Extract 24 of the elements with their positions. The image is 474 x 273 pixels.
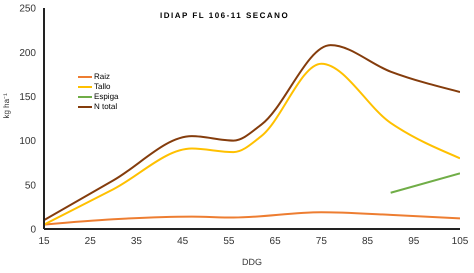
x-tick-label: 65 [270,236,282,248]
x-tick-label: 45 [177,236,189,248]
x-tick-label: 85 [362,236,374,248]
x-axis-title: DDG [242,257,262,267]
chart-title: IDIAP FL 106-11 SECANO [160,11,290,20]
x-tick-label: 105 [452,236,469,248]
y-tick-label: 0 [30,224,36,236]
y-tick-label: 150 [19,92,36,103]
y-tick-label: 100 [19,136,36,148]
x-tick-label: 35 [130,236,142,248]
x-tick-label: 95 [408,236,420,248]
x-tick-label: 25 [84,236,96,248]
line-series [44,211,460,226]
y-axis-title: kg ha⁻¹ [2,92,11,118]
y-tick-label: 50 [24,180,36,192]
legend-label: Raiz [94,72,110,82]
y-tick-label: 250 [19,4,36,15]
y-tick-label: 200 [19,48,36,59]
x-tick-label: 15 [38,236,50,248]
legend-label: N total [94,102,118,112]
legend-label: Espiga [94,92,118,102]
legend-label: Tallo [94,82,110,92]
x-tick-label: 75 [316,236,328,248]
x-tick-label: 55 [223,236,235,248]
